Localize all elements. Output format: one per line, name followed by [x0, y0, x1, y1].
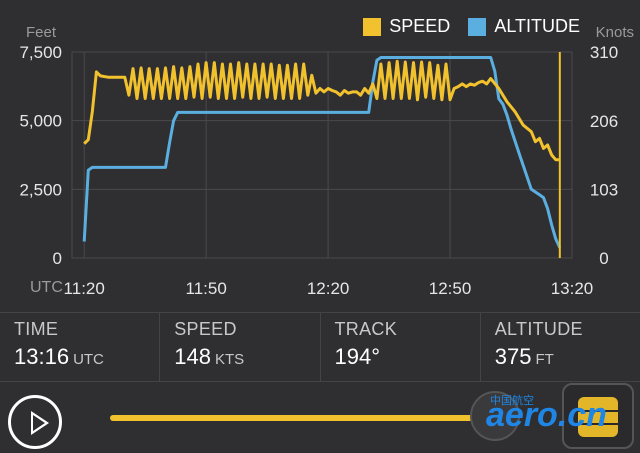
- stat-altitude-value-row: 375 FT: [495, 344, 640, 370]
- y-right-tick-label: 103: [590, 181, 618, 200]
- x-axis-prefix: UTC: [30, 279, 63, 296]
- map-view-button[interactable]: [562, 383, 634, 449]
- x-tick-label: 12:20: [307, 279, 350, 298]
- play-button[interactable]: [8, 395, 62, 449]
- stat-altitude-unit: FT: [535, 351, 554, 368]
- stat-time-unit: UTC: [73, 351, 104, 368]
- x-tick-label: 11:50: [186, 279, 227, 298]
- stat-time-value-row: 13:16 UTC: [14, 344, 159, 370]
- stat-time-label: TIME: [14, 319, 59, 339]
- legend-speed[interactable]: SPEED: [363, 16, 450, 37]
- stat-altitude-value: 375: [494, 344, 532, 369]
- stats-bar: TIME 13:16 UTC SPEED 148 KTS TRACK 194° AL…: [0, 312, 640, 382]
- stat-speed-label: SPEED: [174, 319, 237, 339]
- stat-speed-value-row: 148 KTS: [174, 344, 319, 370]
- playback-controls: [0, 381, 640, 453]
- play-icon: [31, 411, 49, 435]
- watermark-top: 中国航空: [490, 395, 534, 407]
- stat-altitude: ALTITUDE 375 FT: [479, 313, 640, 381]
- x-tick-label: 13:20: [551, 279, 594, 298]
- stat-track: TRACK 194°: [319, 313, 480, 381]
- right-axis-unit: Knots: [595, 24, 634, 41]
- stat-altitude-label: ALTITUDE: [494, 319, 583, 339]
- stat-time-value: 13:16: [14, 344, 70, 369]
- y-right-tick-label: 0: [599, 249, 608, 268]
- y-right-tick-label: 206: [590, 112, 618, 131]
- y-left-tick-label: 5,000: [19, 112, 62, 131]
- playback-scrubber[interactable]: [470, 391, 520, 441]
- watermark-logo: aero.cn: [486, 396, 607, 434]
- map-icon: [578, 397, 618, 437]
- stat-track-value-row: 194°: [335, 344, 480, 370]
- x-tick-label: 11:20: [64, 279, 105, 298]
- speed-swatch: [363, 17, 382, 36]
- playback-progress: [110, 415, 499, 421]
- x-tick-label: 12:50: [429, 279, 472, 298]
- playback-track[interactable]: [110, 415, 506, 421]
- altitude-swatch: [468, 17, 487, 36]
- y-left-tick-label: 0: [53, 249, 62, 268]
- stat-speed: SPEED 148 KTS: [159, 313, 319, 381]
- series-line-speed: [83, 59, 560, 162]
- legend-altitude[interactable]: ALTITUDE: [468, 16, 580, 37]
- legend-speed-label: SPEED: [389, 16, 451, 36]
- y-left-tick-label: 7,500: [19, 43, 62, 62]
- stat-track-label: TRACK: [334, 319, 398, 339]
- stat-speed-unit: KTS: [214, 351, 245, 368]
- stat-track-value: 194°: [334, 344, 381, 369]
- y-left-tick-label: 2,500: [19, 180, 62, 199]
- stat-time: TIME 13:16 UTC: [0, 313, 159, 381]
- legend-altitude-label: ALTITUDE: [494, 16, 580, 36]
- chart-legend: SPEED ALTITUDE: [363, 16, 580, 37]
- series-line-altitude: [82, 56, 562, 249]
- y-right-tick-label: 310: [590, 43, 618, 62]
- left-axis-unit: Feet: [26, 24, 57, 41]
- stat-speed-value: 148: [174, 344, 211, 369]
